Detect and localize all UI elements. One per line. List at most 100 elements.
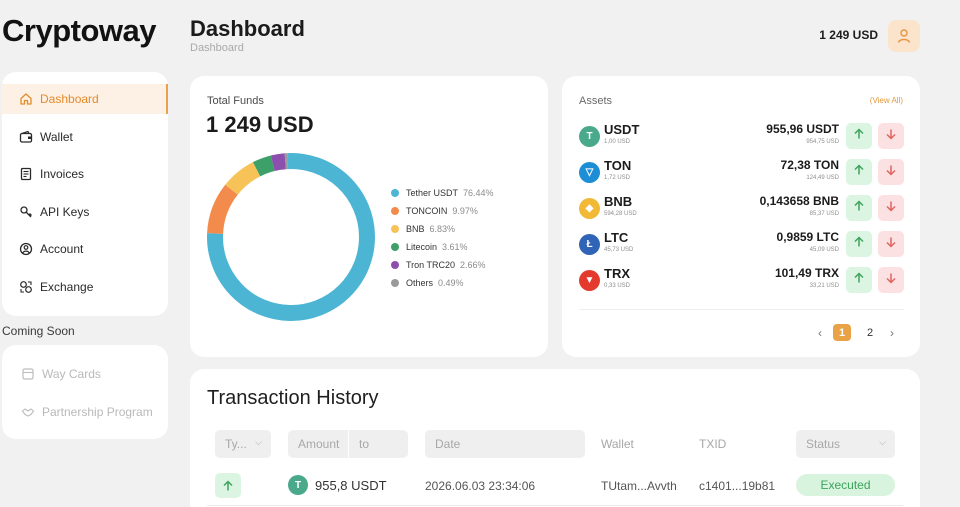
asset-amount-usd: 954,75 USD: [806, 139, 839, 145]
total-funds-value: 1 249 USD: [206, 112, 314, 137]
legend-percent: 6.83%: [429, 224, 456, 234]
next-page-button[interactable]: ›: [890, 325, 894, 340]
avatar[interactable]: [888, 20, 920, 52]
legend-swatch: [391, 279, 399, 287]
legend-swatch: [391, 189, 399, 197]
assets-title: Assets: [579, 95, 613, 107]
breadcrumb: Dashboard: [190, 42, 244, 54]
sidebar-item-account[interactable]: Account: [2, 234, 168, 264]
deposit-button[interactable]: [846, 159, 872, 185]
legend-percent: 76.44%: [463, 188, 494, 198]
tx-date: 2026.06.03 23:34:06: [425, 479, 536, 493]
asset-price: 45,73 USD: [604, 247, 634, 253]
trx-coin-icon: ▼: [579, 270, 600, 291]
deposit-button[interactable]: [846, 123, 872, 149]
donut-slice: [270, 153, 287, 172]
status-filter-select[interactable]: Status ⌵: [796, 430, 895, 458]
page-title: Dashboard: [190, 16, 305, 41]
legend-label: BNB: [406, 224, 425, 234]
tx-amount: 955,8 USDT: [315, 478, 387, 493]
type-filter-select[interactable]: Ty... ⌵: [215, 430, 271, 458]
sidebar-item-label: Account: [40, 242, 84, 256]
date-filter-input[interactable]: Date: [425, 430, 585, 458]
asset-row-bnb[interactable]: ◆ BNB 594,28 USD 0,143658 BNB 85,37 USD: [579, 193, 904, 227]
view-all-link[interactable]: (View All): [869, 96, 903, 105]
withdraw-button[interactable]: [878, 159, 904, 185]
deposit-button[interactable]: [846, 231, 872, 257]
withdraw-button[interactable]: [878, 195, 904, 221]
home-icon: [18, 91, 34, 107]
deposit-button[interactable]: [846, 195, 872, 221]
arrow-down-icon: [885, 199, 897, 217]
handshake-icon: [20, 404, 36, 420]
deposit-button[interactable]: [846, 267, 872, 293]
page-button-2[interactable]: 2: [866, 326, 874, 339]
legend-label: Tron TRC20: [406, 260, 456, 270]
legend-label: Litecoin: [406, 242, 438, 252]
user-icon: [897, 29, 911, 43]
asset-row-trx[interactable]: ▼ TRX 0,33 USD 101,49 TRX 33,21 USD: [579, 265, 904, 299]
tx-wallet[interactable]: TUtam...Avvth: [601, 479, 677, 493]
asset-row-usdt[interactable]: T USDT 1,00 USD 955,96 USDT 954,75 USD: [579, 121, 904, 155]
asset-amount: 955,96 USDT: [766, 122, 839, 136]
funds-donut-chart: [207, 153, 375, 321]
transaction-history-title: Transaction History: [207, 387, 379, 409]
sidebar-item-dashboard[interactable]: Dashboard: [2, 84, 168, 114]
sidebar-item-invoices[interactable]: Invoices: [2, 159, 168, 189]
withdraw-button[interactable]: [878, 267, 904, 293]
asset-row-ltc[interactable]: Ł LTC 45,73 USD 0,9859 LTC 45,09 USD: [579, 229, 904, 263]
legend-entry: TONCOIN 9.97%: [391, 202, 494, 220]
amount-from-input[interactable]: Amount: [288, 430, 348, 458]
asset-amount: 0,143658 BNB: [759, 194, 839, 208]
ltc-coin-icon: Ł: [579, 234, 600, 255]
amount-from-placeholder: Amount: [298, 437, 340, 451]
asset-row-ton[interactable]: ▽ TON 1,72 USD 72,38 TON 124,49 USD: [579, 157, 904, 191]
divider: [579, 309, 904, 310]
withdraw-button[interactable]: [878, 123, 904, 149]
asset-amount: 0,9859 LTC: [776, 230, 839, 244]
arrow-up-icon: [853, 163, 865, 181]
card-icon: [20, 366, 36, 382]
sidebar-item-label: Exchange: [40, 279, 94, 294]
transaction-history-card: Transaction History Ty... ⌵ Amount to Da…: [190, 369, 920, 507]
asset-amount: 101,49 TRX: [774, 266, 839, 280]
legend-percent: 2.66%: [460, 260, 486, 270]
account-icon: [18, 241, 34, 257]
sidebar-item-label: Way Cards: [42, 367, 101, 381]
legend-swatch: [391, 261, 399, 269]
asset-amount-usd: 124,49 USD: [806, 175, 839, 181]
usdt-coin-icon: T: [288, 475, 308, 495]
ton-coin-icon: ▽: [579, 162, 600, 183]
amount-to-input[interactable]: to: [349, 430, 408, 458]
brand-logo[interactable]: Cryptoway: [2, 13, 156, 48]
sidebar-item-api-keys[interactable]: API Keys: [2, 197, 168, 227]
status-badge: Executed: [796, 474, 895, 496]
asset-symbol: BNB: [604, 194, 633, 209]
column-header-wallet: Wallet: [601, 437, 634, 451]
arrow-up-icon: [853, 199, 865, 217]
coming-soon-label: Coming Soon: [2, 324, 75, 338]
incoming-arrow-icon: [215, 473, 241, 498]
wallet-icon: [18, 129, 34, 145]
invoice-icon: [18, 166, 34, 182]
tx-txid[interactable]: c1401...19b81: [699, 479, 776, 493]
legend-entry: BNB 6.83%: [391, 220, 494, 238]
usdt-coin-icon: T: [579, 126, 600, 147]
amount-to-placeholder: to: [359, 437, 370, 451]
divider: [207, 505, 903, 506]
arrow-up-icon: [853, 235, 865, 253]
asset-price: 1,00 USD: [604, 139, 631, 145]
date-filter-placeholder: Date: [435, 437, 461, 451]
sidebar-item-exchange[interactable]: Exchange: [2, 272, 168, 302]
sidebar-item-wallet[interactable]: Wallet: [2, 122, 168, 152]
prev-page-button[interactable]: ‹: [818, 325, 822, 340]
arrow-up-icon: [853, 127, 865, 145]
sidebar-item-label: Dashboard: [40, 92, 99, 106]
legend-label: Others: [406, 278, 434, 288]
asset-symbol: TON: [604, 158, 632, 173]
asset-amount-usd: 45,09 USD: [809, 247, 839, 253]
withdraw-button[interactable]: [878, 231, 904, 257]
page-button-1[interactable]: 1: [833, 324, 851, 341]
arrow-down-icon: [885, 127, 897, 145]
arrow-down-icon: [885, 235, 897, 253]
